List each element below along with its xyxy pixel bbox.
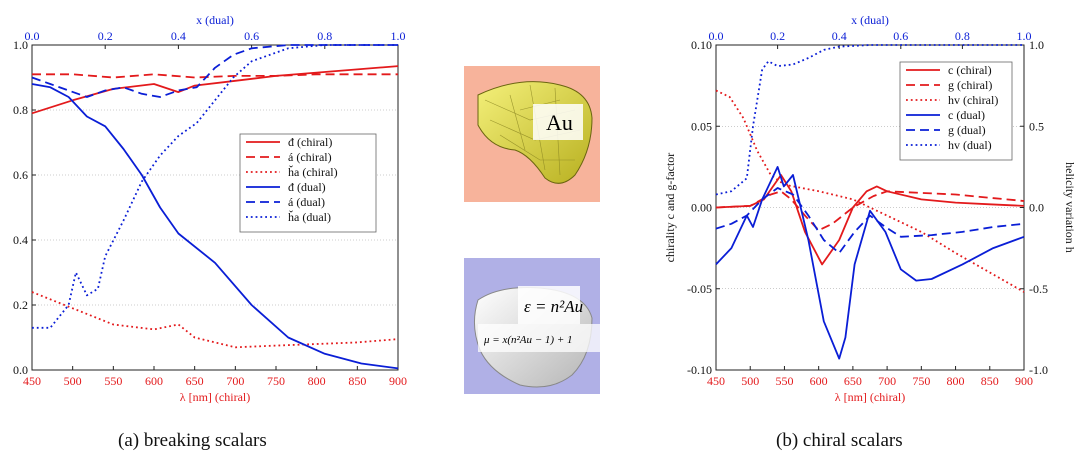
x2-tick-label: 0.4 <box>832 29 847 43</box>
series-line-2 <box>31 291 399 349</box>
x-tick-label: 600 <box>145 374 163 388</box>
x2-axis-label: x (dual) <box>851 13 889 27</box>
x-tick-label: 550 <box>775 374 793 388</box>
series-line-1 <box>715 190 1025 232</box>
y2-tick-label: -1.0 <box>1029 363 1048 377</box>
y-tick-label: 0.2 <box>13 298 28 312</box>
au-label-box <box>533 104 583 140</box>
x2-tick-label: 1.0 <box>391 29 406 43</box>
x-tick-label: 900 <box>1015 374 1033 388</box>
eps-label-box <box>518 286 580 324</box>
x2-tick-label: 0.0 <box>25 29 40 43</box>
series-line-5 <box>715 44 1024 196</box>
x-tick-label: 500 <box>741 374 759 388</box>
caption-a: (a) breaking scalars <box>118 430 267 451</box>
y-tick-label: -0.05 <box>687 282 712 296</box>
x-tick-label: 600 <box>810 374 828 388</box>
y-tick-label: 0.6 <box>13 168 28 182</box>
y2-tick-label: 0.0 <box>1029 201 1044 215</box>
x-tick-label: 850 <box>348 374 366 388</box>
y2-tick-label: 1.0 <box>1029 38 1044 52</box>
mu-label: μ = x(n²Au − 1) + 1 <box>483 334 573 346</box>
series-line-0 <box>715 174 1025 266</box>
x2-tick-label: 0.4 <box>171 29 186 43</box>
y2-axis-label: helicity variation h <box>1063 162 1077 253</box>
y-tick-label: 0.8 <box>13 103 28 117</box>
y-tick-label: 0.05 <box>691 119 712 133</box>
plot-frame <box>31 44 399 371</box>
x-tick-label: 900 <box>389 374 407 388</box>
y-tick-label: 0.00 <box>691 201 712 215</box>
series-line-3 <box>31 83 399 370</box>
x-tick-label: 500 <box>64 374 82 388</box>
legend-label-1: á (chiral) <box>288 150 332 164</box>
legend-label-4: g (dual) <box>948 123 986 137</box>
y-axis-label: chirality c and g-factor <box>663 153 677 263</box>
x-tick-label: 700 <box>226 374 244 388</box>
y-tick-label: 0.10 <box>691 38 712 52</box>
x-tick-label: 450 <box>707 374 725 388</box>
x2-tick-label: 0.0 <box>709 29 724 43</box>
chart-b: 450 500 550 600 650 700 750 800 850 900 0.0 0.2 0.4 0… <box>663 13 1077 404</box>
x-tick-label: 750 <box>267 374 285 388</box>
au-label: Au <box>546 110 573 135</box>
y2-tick-label: 0.5 <box>1029 119 1044 133</box>
legend-label-0: đ (chiral) <box>288 135 332 149</box>
x2-axis-label: x (dual) <box>196 13 234 27</box>
eps-label: ε = n²Au <box>524 297 583 316</box>
series-line-2 <box>715 89 1025 293</box>
series-line-3 <box>715 165 1025 360</box>
legend-label-0: c (chiral) <box>948 63 992 77</box>
x-axis-label: λ [nm] (chiral) <box>180 390 250 404</box>
x-tick-label: 800 <box>947 374 965 388</box>
x-tick-label: 700 <box>878 374 896 388</box>
legend-label-4: á (dual) <box>288 195 325 209</box>
inset-gold-particle: Au <box>464 66 600 202</box>
mu-label-box <box>478 324 602 352</box>
x2-tick-label: 0.6 <box>893 29 908 43</box>
x-tick-label: 550 <box>104 374 122 388</box>
y-tick-label: 0.4 <box>13 233 28 247</box>
legend-label-3: c (dual) <box>948 108 985 122</box>
x-tick-label: 650 <box>186 374 204 388</box>
x-tick-label: 800 <box>308 374 326 388</box>
x2-tick-label: 0.2 <box>98 29 113 43</box>
inset-dual-particle: ε = n²Au μ = x(n²Au − 1) + 1 <box>464 258 602 394</box>
x2-tick-label: 0.2 <box>770 29 785 43</box>
legend-box <box>899 61 1013 161</box>
chart-a: 450 500 550 600 650 700 750 800 850 900 0.0 0.2 0.4 0… <box>13 13 407 404</box>
x2-tick-label: 0.6 <box>244 29 259 43</box>
legend-box <box>239 133 377 233</box>
x2-tick-label: 0.8 <box>317 29 332 43</box>
legend-label-5: ȟa (dual) <box>288 209 331 224</box>
x-axis-label: λ [nm] (chiral) <box>835 390 905 404</box>
legend-label-2: hv (chiral) <box>948 93 998 107</box>
y2-tick-label: -0.5 <box>1029 282 1048 296</box>
legend-label-5: hv (dual) <box>948 138 992 152</box>
x-tick-label: 850 <box>981 374 999 388</box>
y-tick-label: 1.0 <box>13 38 28 52</box>
x2-tick-label: 1.0 <box>1017 29 1032 43</box>
caption-b: (b) chiral scalars <box>776 430 903 451</box>
series-line-1 <box>32 73 398 79</box>
legend-label-3: đ (dual) <box>288 180 326 194</box>
x-tick-label: 650 <box>844 374 862 388</box>
y-tick-label: 0.0 <box>13 363 28 377</box>
x-tick-label: 750 <box>912 374 930 388</box>
series-line-4 <box>715 187 1025 254</box>
x-tick-label: 450 <box>23 374 41 388</box>
series-line-0 <box>31 65 399 115</box>
x2-tick-label: 0.8 <box>955 29 970 43</box>
legend-label-1: g (chiral) <box>948 78 992 92</box>
y-tick-label: -0.10 <box>687 363 712 377</box>
legend-label-2: ȟa (chiral) <box>288 164 338 179</box>
